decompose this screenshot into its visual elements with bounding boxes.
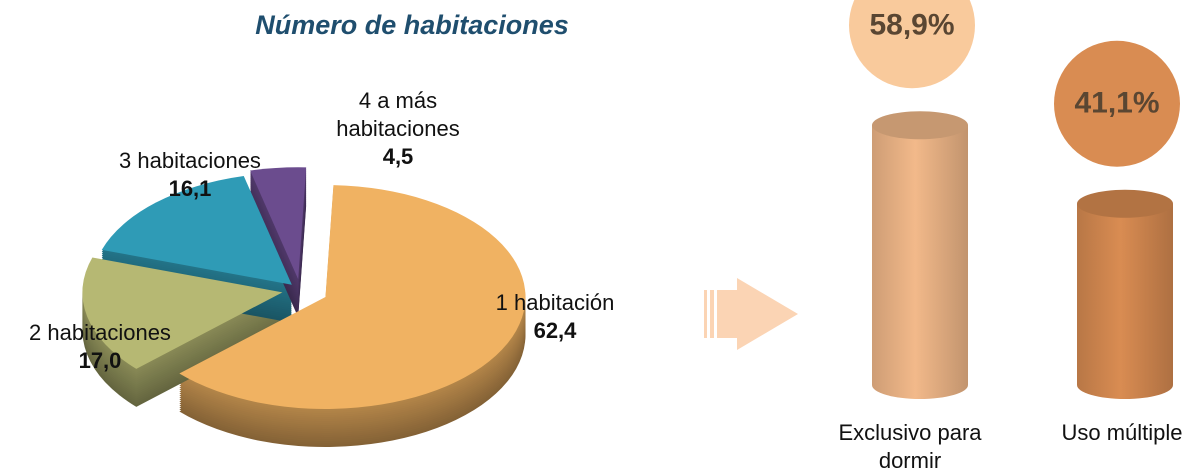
value-bubble: [849, 0, 975, 89]
cylinder: [872, 125, 968, 399]
value-bubble: [1054, 40, 1180, 167]
slice-label: 3 habitaciones: [119, 148, 261, 173]
slice-value: 16,1: [169, 176, 212, 201]
slice-value: 62,4: [534, 318, 578, 343]
cylinder: [1077, 203, 1173, 399]
slice-value: 4,5: [383, 144, 414, 169]
slice: [101, 176, 292, 285]
slice-label: 2 habitaciones: [29, 320, 171, 345]
arrow: [704, 278, 798, 350]
slice: [250, 167, 307, 280]
value-label: 41,1%: [1074, 87, 1159, 120]
slice: [82, 257, 283, 369]
category-label: Uso múltiple: [1061, 420, 1182, 445]
slice-label: 1 habitación: [496, 290, 615, 315]
cylinder-top: [1077, 189, 1173, 218]
slice: [179, 185, 526, 409]
slice-value: 17,0: [79, 348, 122, 373]
cylinder-top: [872, 111, 968, 140]
slice-label: 4 a más habitaciones: [336, 88, 460, 141]
category-label: Exclusivo para dormir: [838, 420, 982, 473]
value-label: 58,9%: [869, 8, 954, 41]
chart-title: Número de habitaciones: [255, 10, 569, 40]
pie: [82, 167, 526, 447]
